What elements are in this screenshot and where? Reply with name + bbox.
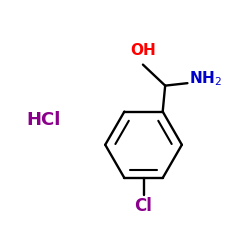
Text: Cl: Cl [134,196,152,214]
Text: NH$_2$: NH$_2$ [189,69,222,87]
Text: OH: OH [130,44,156,59]
Text: HCl: HCl [26,111,60,129]
